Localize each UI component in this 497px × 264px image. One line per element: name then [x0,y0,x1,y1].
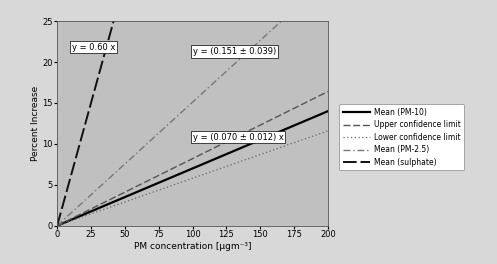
Mean (PM-2.5) [276,22,282,25]
Text: y = 0.60 x: y = 0.60 x [72,43,115,52]
Line: Mean (sulphate): Mean (sulphate) [57,0,328,226]
Upper confidence limit [276,114,282,117]
Lower confidence limit [215,168,221,171]
Mean (PM-10) [201,162,207,165]
Upper confidence limit [201,152,207,155]
Lower confidence limit [325,129,331,132]
X-axis label: PM concentration [μgm⁻³]: PM concentration [μgm⁻³] [134,242,251,251]
Line: Lower confidence limit: Lower confidence limit [57,131,328,226]
Mean (PM-10) [54,224,60,227]
Mean (PM-10) [183,170,189,173]
Upper confidence limit [184,159,190,163]
Mean (PM-2.5) [201,90,207,93]
Mean (PM-10) [319,112,325,115]
Mean (PM-2.5) [183,107,189,110]
Mean (sulphate) [54,224,60,227]
Lower confidence limit [184,178,190,182]
Upper confidence limit [325,90,331,93]
Legend: Mean (PM-10), Upper confidence limit, Lower confidence limit, Mean (PM-2.5), Mea: Mean (PM-10), Upper confidence limit, Lo… [339,104,464,171]
Upper confidence limit [215,144,221,147]
Mean (PM-10) [184,169,190,172]
Mean (PM-10) [215,156,221,159]
Upper confidence limit [54,224,60,227]
Text: y = (0.151 ± 0.039): y = (0.151 ± 0.039) [193,47,276,56]
Y-axis label: Percent Increase: Percent Increase [31,86,40,161]
Line: Mean (PM-2.5): Mean (PM-2.5) [57,0,328,226]
Lower confidence limit [276,146,282,149]
Lower confidence limit [183,179,189,182]
Mean (PM-2.5) [54,224,60,227]
Line: Mean (PM-10): Mean (PM-10) [57,111,328,226]
Mean (PM-10) [325,110,331,113]
Lower confidence limit [54,224,60,227]
Upper confidence limit [183,161,189,164]
Mean (PM-2.5) [184,105,190,109]
Mean (PM-10) [276,130,282,133]
Upper confidence limit [319,93,325,96]
Mean (PM-2.5) [215,77,221,80]
Lower confidence limit [319,131,325,135]
Lower confidence limit [201,173,207,176]
Line: Upper confidence limit: Upper confidence limit [57,92,328,226]
Text: y = (0.070 ± 0.012) x: y = (0.070 ± 0.012) x [193,133,283,142]
